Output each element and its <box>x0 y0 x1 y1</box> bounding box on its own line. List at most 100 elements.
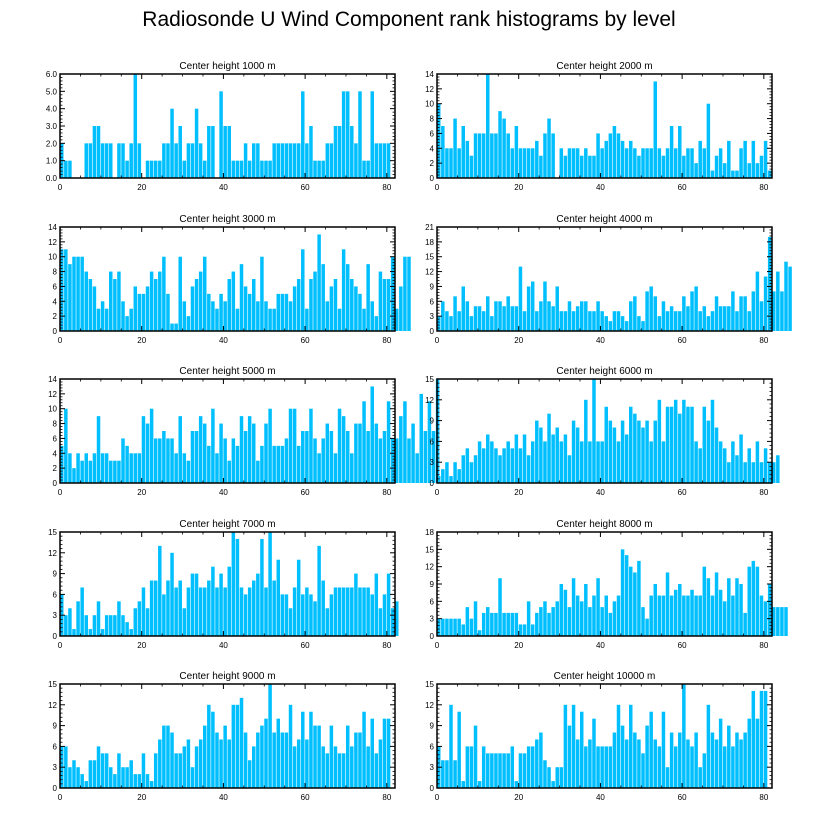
histogram-bar <box>395 308 399 331</box>
histogram-bar <box>539 427 543 483</box>
histogram-bar <box>141 416 146 483</box>
histogram-bar <box>698 767 702 788</box>
histogram-bar <box>100 143 105 178</box>
histogram-bar <box>190 573 195 636</box>
histogram-bar <box>772 462 776 483</box>
histogram-bar <box>133 74 138 178</box>
histogram-bar <box>441 126 445 178</box>
histogram-bar <box>718 306 723 331</box>
histogram-bar <box>256 460 260 483</box>
histogram-bar <box>153 438 158 483</box>
histogram-bar <box>490 316 494 331</box>
histogram-bar <box>784 261 788 331</box>
histogram-bar <box>362 711 366 788</box>
histogram-bar <box>207 126 211 178</box>
histogram-bar <box>333 453 338 483</box>
panel-8: Center height 8000 m 0 3 6 9 12 15 18 0 20 40 60 80 <box>425 519 788 650</box>
histogram-bar <box>604 746 608 788</box>
y-tick-label: 2 <box>430 159 435 168</box>
histogram-bar <box>121 767 125 788</box>
histogram-bar <box>469 746 474 788</box>
histogram-bar <box>166 725 170 788</box>
histogram-bar <box>727 306 731 331</box>
histogram-bar <box>567 455 572 483</box>
histogram-bar <box>370 301 374 331</box>
histogram-bar <box>579 601 584 636</box>
histogram-bar <box>702 406 707 483</box>
histogram-bar <box>411 423 415 483</box>
histogram-bar <box>678 584 682 636</box>
histogram-bar <box>543 760 547 788</box>
histogram-bar <box>301 431 305 483</box>
histogram-bar <box>571 148 576 178</box>
histogram-bar <box>584 584 588 636</box>
y-tick-label: 15 <box>425 680 434 689</box>
histogram-bar <box>767 170 772 178</box>
histogram-bar <box>547 118 551 178</box>
histogram-bar <box>301 91 305 178</box>
histogram-bar <box>637 560 641 636</box>
histogram-bar <box>113 615 117 636</box>
y-tick-label: 6 <box>430 597 435 606</box>
histogram-bar <box>559 584 564 636</box>
histogram-bar <box>272 445 276 483</box>
y-tick-label: 12 <box>48 701 57 710</box>
histogram-bar <box>178 256 182 331</box>
histogram-bar <box>178 416 182 483</box>
histogram-bar <box>592 155 596 178</box>
x-tick-label: 20 <box>514 488 523 497</box>
histogram-bar <box>714 155 719 178</box>
histogram-bar <box>535 311 539 331</box>
histogram-bar <box>313 160 317 178</box>
histogram-bar <box>575 148 580 178</box>
histogram-bar <box>592 718 596 788</box>
histogram-bar <box>494 133 498 178</box>
histogram-bar <box>788 266 792 331</box>
x-tick-label: 40 <box>596 488 605 497</box>
histogram-bar <box>763 276 768 331</box>
histogram-bar <box>498 111 502 178</box>
histogram-bar <box>317 160 321 178</box>
histogram-bar <box>158 438 162 483</box>
histogram-bar <box>137 143 142 178</box>
histogram-bar <box>486 74 490 178</box>
histogram-bar <box>309 126 313 178</box>
histogram-bar <box>162 594 166 636</box>
histogram-bar <box>76 767 80 788</box>
histogram-bar <box>235 445 240 483</box>
y-tick-label: 0 <box>53 784 58 793</box>
histogram-bar <box>378 143 383 178</box>
x-tick-label: 0 <box>435 488 440 497</box>
histogram-bar <box>678 732 682 788</box>
x-tick-label: 80 <box>382 793 391 802</box>
histogram-bar <box>657 399 662 483</box>
histogram-bar <box>366 431 370 483</box>
histogram-bar <box>166 438 170 483</box>
y-tick-label: 4.0 <box>46 105 58 114</box>
histogram-bar <box>673 148 678 178</box>
histogram-bar <box>530 281 535 331</box>
histogram-bar <box>461 624 465 636</box>
histogram-bar <box>345 264 350 331</box>
histogram-bar <box>735 455 739 483</box>
histogram-bar <box>735 311 739 331</box>
x-tick-label: 40 <box>596 641 605 650</box>
histogram-bar <box>584 301 588 331</box>
histogram-bar <box>673 311 678 331</box>
histogram-bar <box>231 160 236 178</box>
histogram-bar <box>526 601 531 636</box>
histogram-bar <box>661 711 666 788</box>
histogram-bar <box>121 615 125 636</box>
x-tick-label: 60 <box>301 641 310 650</box>
histogram-bar <box>264 587 268 636</box>
histogram-bar <box>386 401 391 483</box>
histogram-bar <box>481 746 486 788</box>
histogram-bar <box>559 767 564 788</box>
histogram-bar <box>469 155 474 178</box>
histogram-bar <box>366 264 370 331</box>
histogram-bar <box>694 595 698 636</box>
histogram-bar <box>641 607 645 636</box>
histogram-bar <box>366 160 370 178</box>
histogram-bar <box>461 455 465 483</box>
